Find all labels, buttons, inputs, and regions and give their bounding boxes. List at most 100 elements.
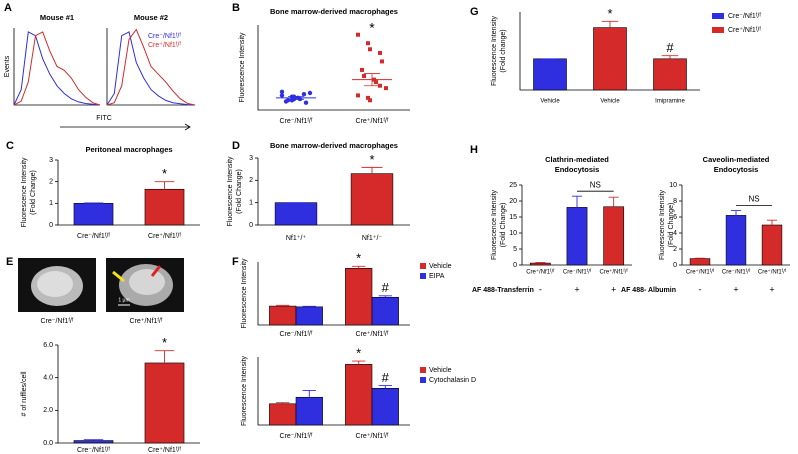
x-axis-label: FITC	[96, 115, 112, 122]
x-tick-label: Cre⁻/Nf1ᶠ/ᶠ	[77, 233, 110, 240]
y-axis-label: Fluorescence Intensity	[659, 189, 666, 260]
y-axis-label: (Fold Change)	[30, 170, 37, 215]
data-point	[285, 98, 291, 103]
scale-bar-label: 1 µm	[118, 297, 129, 303]
panel-label: C	[6, 140, 14, 152]
bar	[371, 387, 399, 426]
x-tick-label: Nf1⁺/⁺	[286, 235, 307, 242]
error-bar	[731, 210, 741, 216]
legend-label: Cre⁻/Nf1ᶠ/ᶠ	[728, 13, 761, 20]
y-tick-label: 10	[509, 230, 517, 237]
x-tick-label: Vehicle	[540, 99, 560, 105]
y-axis-label: Fluorescence Intensity	[239, 32, 246, 103]
data-point	[307, 90, 313, 96]
legend-swatch	[712, 27, 724, 33]
error-bar	[608, 196, 619, 207]
y-tick-label: 1	[49, 200, 53, 207]
x-tick-label: Cre⁺/Nf1ᶠ/ᶠ	[356, 433, 389, 440]
x-tick-label: Cre⁺/Nf1ᶠ/ᶠ	[148, 447, 181, 454]
y-tick-label: 2.0	[43, 407, 53, 414]
bar	[144, 188, 185, 226]
bar	[345, 364, 373, 426]
chart-title: Mouse #1	[40, 13, 74, 22]
error-bar	[352, 360, 366, 365]
histogram-curve	[106, 31, 196, 106]
significance-marker: *	[369, 152, 374, 167]
x-tick-label: Nf1⁺/⁻	[362, 235, 383, 242]
bar	[761, 224, 783, 266]
data-point	[356, 93, 360, 98]
data-point	[374, 80, 378, 85]
x-tick-label: Cre⁻/Nf1ᶠ/ᶠ	[280, 433, 313, 440]
y-axis-label: (Fold Change)	[668, 203, 675, 248]
error-bar	[378, 295, 392, 298]
axis	[519, 12, 700, 91]
x-tick-label: Cre⁻/Nf1ᶠ/ᶠ	[563, 269, 592, 276]
treatment-sign: +	[733, 284, 738, 294]
x-tick-label: Cre⁺/Nf1ᶠ/ᶠ	[600, 269, 629, 276]
data-point	[279, 89, 285, 94]
treatment-sign: +	[611, 284, 616, 294]
y-axis-label: # of ruffles/cell	[21, 371, 28, 416]
error-bar	[361, 166, 383, 174]
y-tick-label: 3	[49, 157, 53, 164]
legend-label: Vehicle	[429, 367, 452, 374]
bracket-label: NS	[748, 195, 759, 204]
data-point	[279, 93, 285, 98]
bar	[274, 202, 318, 226]
panel-label: D	[232, 140, 240, 152]
significance-marker: *	[356, 346, 361, 361]
x-tick-label: Cre⁻/Nf1ᶠ/ᶠ	[77, 447, 110, 454]
error-bar	[276, 304, 290, 307]
panel-label: A	[4, 2, 12, 14]
legend-label: Cre⁺/Nf1ᶠ/ᶠ	[728, 27, 761, 34]
x-tick-label: Cre⁺/Nf1ᶠ/ᶠ	[356, 118, 389, 125]
chart-title: Clathrin-mediated	[545, 155, 609, 164]
axis	[257, 25, 410, 111]
data-point	[378, 50, 382, 55]
y-axis-label: (Fold Change)	[500, 203, 507, 248]
bar	[73, 203, 114, 226]
y-tick-label: 3	[249, 155, 253, 162]
x-tick-label: Cre⁺/Nf1ᶠ/ᶠ	[686, 269, 715, 276]
bar	[350, 173, 394, 226]
error-bar	[154, 181, 175, 190]
error-bar	[154, 350, 175, 363]
significance-marker: *	[162, 166, 167, 181]
chart-title: Bone marrow-derived macrophages	[270, 7, 398, 16]
x-tick-label: Cre⁻/Nf1ᶠ/ᶠ	[280, 118, 313, 125]
panel-label: E	[6, 256, 13, 268]
error-bar	[661, 55, 679, 59]
treatment-label: AF 488- Albumin	[621, 287, 676, 294]
data-point	[368, 47, 372, 52]
y-tick-label: 6.0	[43, 342, 53, 349]
y-tick-label: 0	[673, 262, 677, 269]
error-bar	[601, 20, 619, 28]
error-bar	[378, 385, 392, 389]
y-axis-label: Fluorescence Intensity	[227, 156, 234, 227]
x-tick-label: Imipramine	[655, 99, 685, 105]
significance-marker: *	[369, 19, 375, 35]
bar	[593, 27, 627, 91]
data-point	[360, 67, 364, 72]
y-tick-label: 2	[673, 246, 677, 253]
bar	[269, 403, 297, 426]
significance-marker: #	[382, 280, 390, 295]
chart-title: Caveolin-mediated	[703, 155, 770, 164]
y-tick-label: 4	[673, 230, 677, 237]
chart-title: Bone marrow-derived macrophages	[270, 141, 398, 150]
y-axis-label: Fluorescence Intensity	[491, 15, 498, 86]
y-tick-label: 20	[509, 198, 517, 205]
significance-marker: #	[382, 370, 390, 385]
error-bar	[302, 305, 316, 307]
x-tick-label: Cre⁺/Nf1ᶠ/ᶠ	[356, 331, 389, 338]
y-axis-label: Fluorescence Intensity	[491, 189, 498, 260]
y-tick-label: 2	[49, 179, 53, 186]
bar	[345, 267, 373, 326]
treatment-sign: -	[699, 284, 702, 294]
chart-title: Peritoneal macrophages	[85, 145, 172, 154]
panel-label: F	[232, 256, 239, 268]
histogram-curve	[106, 28, 196, 106]
histogram-curve	[13, 31, 101, 106]
